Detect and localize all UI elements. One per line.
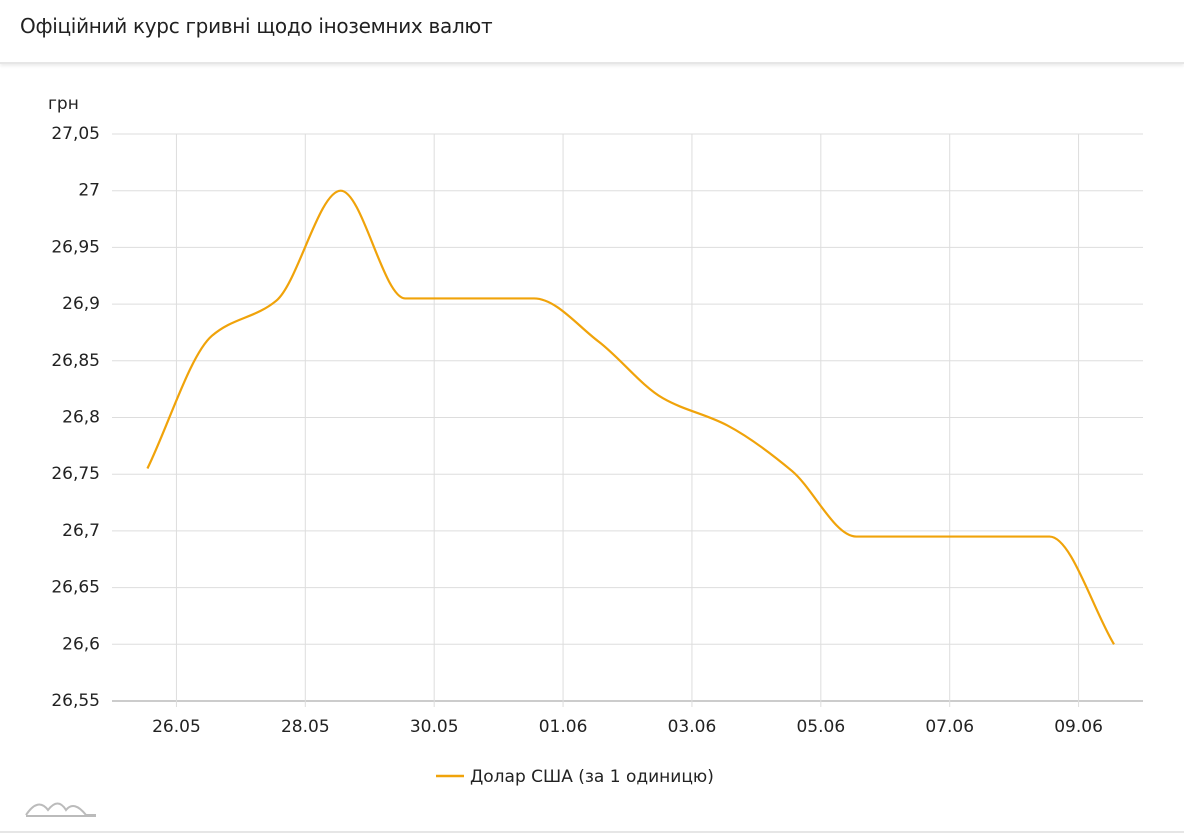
y-tick-label: 26,8 — [62, 408, 100, 428]
x-tick-label: 09.06 — [1054, 717, 1103, 737]
logo — [25, 802, 96, 817]
x-tick-label: 28.05 — [281, 717, 330, 737]
x-tick-label: 07.06 — [925, 717, 974, 737]
y-tick-label: 27 — [78, 181, 100, 201]
x-tick-label: 01.06 — [539, 717, 588, 737]
footer-line — [0, 831, 1184, 833]
x-tick-label: 30.05 — [410, 717, 459, 737]
y-tick-label: 26,85 — [51, 351, 100, 371]
x-tick-label: 26.05 — [152, 717, 201, 737]
y-tick-label: 26,9 — [62, 294, 100, 314]
y-tick-label: 26,95 — [51, 237, 100, 257]
y-tick-label: 26,7 — [62, 521, 100, 541]
chart-title: Офіційний курс гривні щодо іноземних вал… — [20, 14, 493, 38]
y-tick-label: 26,6 — [62, 634, 100, 654]
y-axis-label: грн — [48, 94, 79, 114]
legend-label: Долар США (за 1 одиницю) — [470, 767, 714, 787]
x-tick-label: 05.06 — [796, 717, 845, 737]
y-tick-label: 26,75 — [51, 464, 100, 484]
y-tick-label: 27,05 — [51, 124, 100, 144]
y-tick-label: 26,55 — [51, 691, 100, 711]
y-tick-label: 26,65 — [51, 578, 100, 598]
header: Офіційний курс гривні щодо іноземних вал… — [0, 0, 1184, 64]
x-tick-label: 03.06 — [668, 717, 717, 737]
line — [146, 189, 1115, 645]
